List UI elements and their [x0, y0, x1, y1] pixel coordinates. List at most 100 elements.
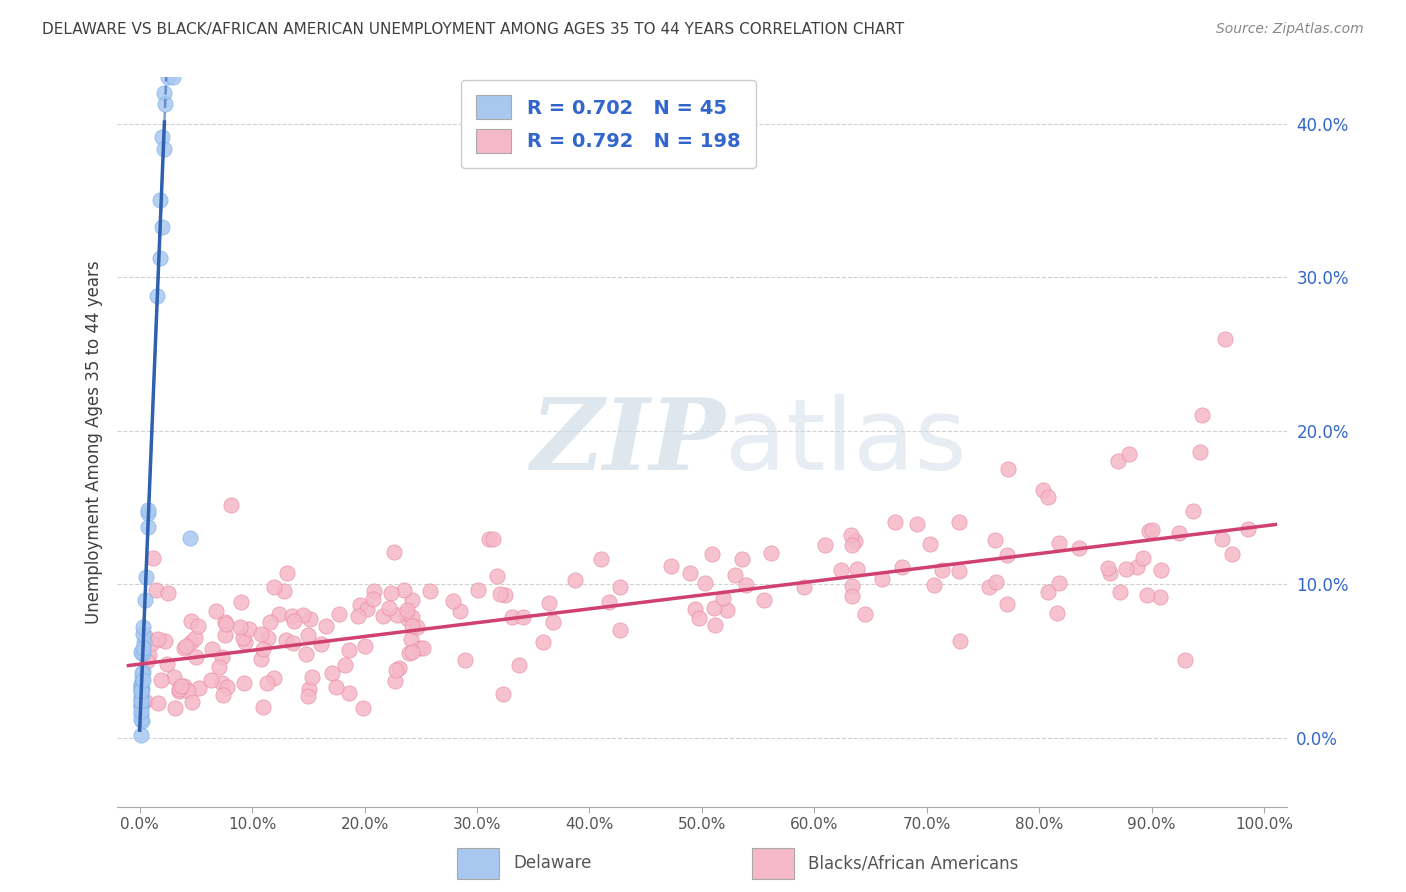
Point [349, 599, 371, 613]
Point [149, 673, 172, 688]
Point [309, 637, 332, 651]
Point [153, 86, 176, 100]
Text: Delaware: Delaware [513, 855, 592, 872]
Point [136, 520, 159, 534]
Point [200, 673, 222, 688]
Point [995, 597, 1018, 611]
Point [1032, 483, 1054, 498]
Point [156, 70, 179, 85]
Point [176, 684, 198, 698]
Point [541, 615, 564, 629]
Point [486, 568, 509, 582]
Point [1115, 562, 1137, 576]
Point [478, 532, 501, 546]
Point [1211, 532, 1233, 546]
Point [129, 645, 152, 659]
Point [890, 559, 912, 574]
Point [184, 631, 207, 645]
Point [659, 559, 682, 574]
Point [256, 676, 278, 690]
Point [129, 699, 152, 714]
Point [591, 551, 613, 566]
Point [409, 641, 432, 656]
Point [441, 594, 464, 608]
Point [145, 288, 167, 302]
Point [208, 659, 231, 673]
Point [920, 537, 942, 551]
Point [233, 676, 256, 690]
Point [167, 683, 190, 698]
Point [839, 527, 862, 541]
Point [142, 551, 165, 566]
Point [162, 70, 184, 85]
Point [984, 533, 1007, 547]
Point [129, 713, 152, 727]
Point [131, 671, 153, 685]
Point [793, 581, 815, 595]
Point [1191, 409, 1213, 423]
Point [731, 552, 754, 566]
Text: Source: ZipAtlas.com: Source: ZipAtlas.com [1216, 22, 1364, 37]
Point [395, 611, 418, 625]
Point [693, 575, 716, 590]
Point [1132, 550, 1154, 565]
Point [169, 681, 191, 696]
Point [297, 627, 319, 641]
Point [238, 622, 260, 636]
Point [170, 679, 193, 693]
Point [173, 640, 195, 655]
Point [401, 619, 423, 633]
Point [683, 601, 706, 615]
Point [401, 610, 423, 624]
Point [841, 579, 863, 593]
Point [132, 626, 155, 640]
Point [949, 634, 972, 648]
Point [135, 570, 157, 584]
Point [704, 617, 727, 632]
Point [131, 681, 153, 696]
Point [174, 639, 197, 653]
Point [187, 619, 209, 633]
Point [412, 641, 434, 656]
Point [1150, 563, 1173, 577]
Point [1168, 526, 1191, 541]
Point [153, 634, 176, 648]
Point [129, 694, 152, 708]
Point [398, 646, 420, 660]
Point [449, 604, 471, 618]
Point [136, 653, 159, 667]
Point [129, 704, 152, 718]
Point [984, 574, 1007, 589]
Point [129, 698, 152, 713]
Point [132, 635, 155, 649]
Point [321, 666, 343, 681]
Point [132, 620, 155, 634]
Point [1118, 447, 1140, 461]
Point [131, 666, 153, 681]
Point [598, 595, 620, 609]
Point [395, 606, 418, 620]
Point [995, 548, 1018, 562]
Point [395, 603, 418, 617]
Point [752, 592, 775, 607]
Point [153, 97, 176, 112]
Point [201, 641, 224, 656]
Point [263, 580, 285, 594]
Point [129, 684, 152, 698]
Point [184, 649, 207, 664]
Point [1126, 560, 1149, 574]
Point [406, 620, 429, 634]
Point [1038, 584, 1060, 599]
Point [531, 635, 554, 649]
Point [373, 609, 395, 624]
Point [180, 695, 202, 709]
Point [212, 688, 235, 702]
Point [274, 633, 297, 648]
Point [419, 584, 441, 599]
Point [948, 515, 970, 529]
Point [132, 640, 155, 655]
Point [482, 532, 505, 546]
Point [132, 673, 155, 688]
Point [136, 502, 159, 516]
Point [1136, 589, 1159, 603]
